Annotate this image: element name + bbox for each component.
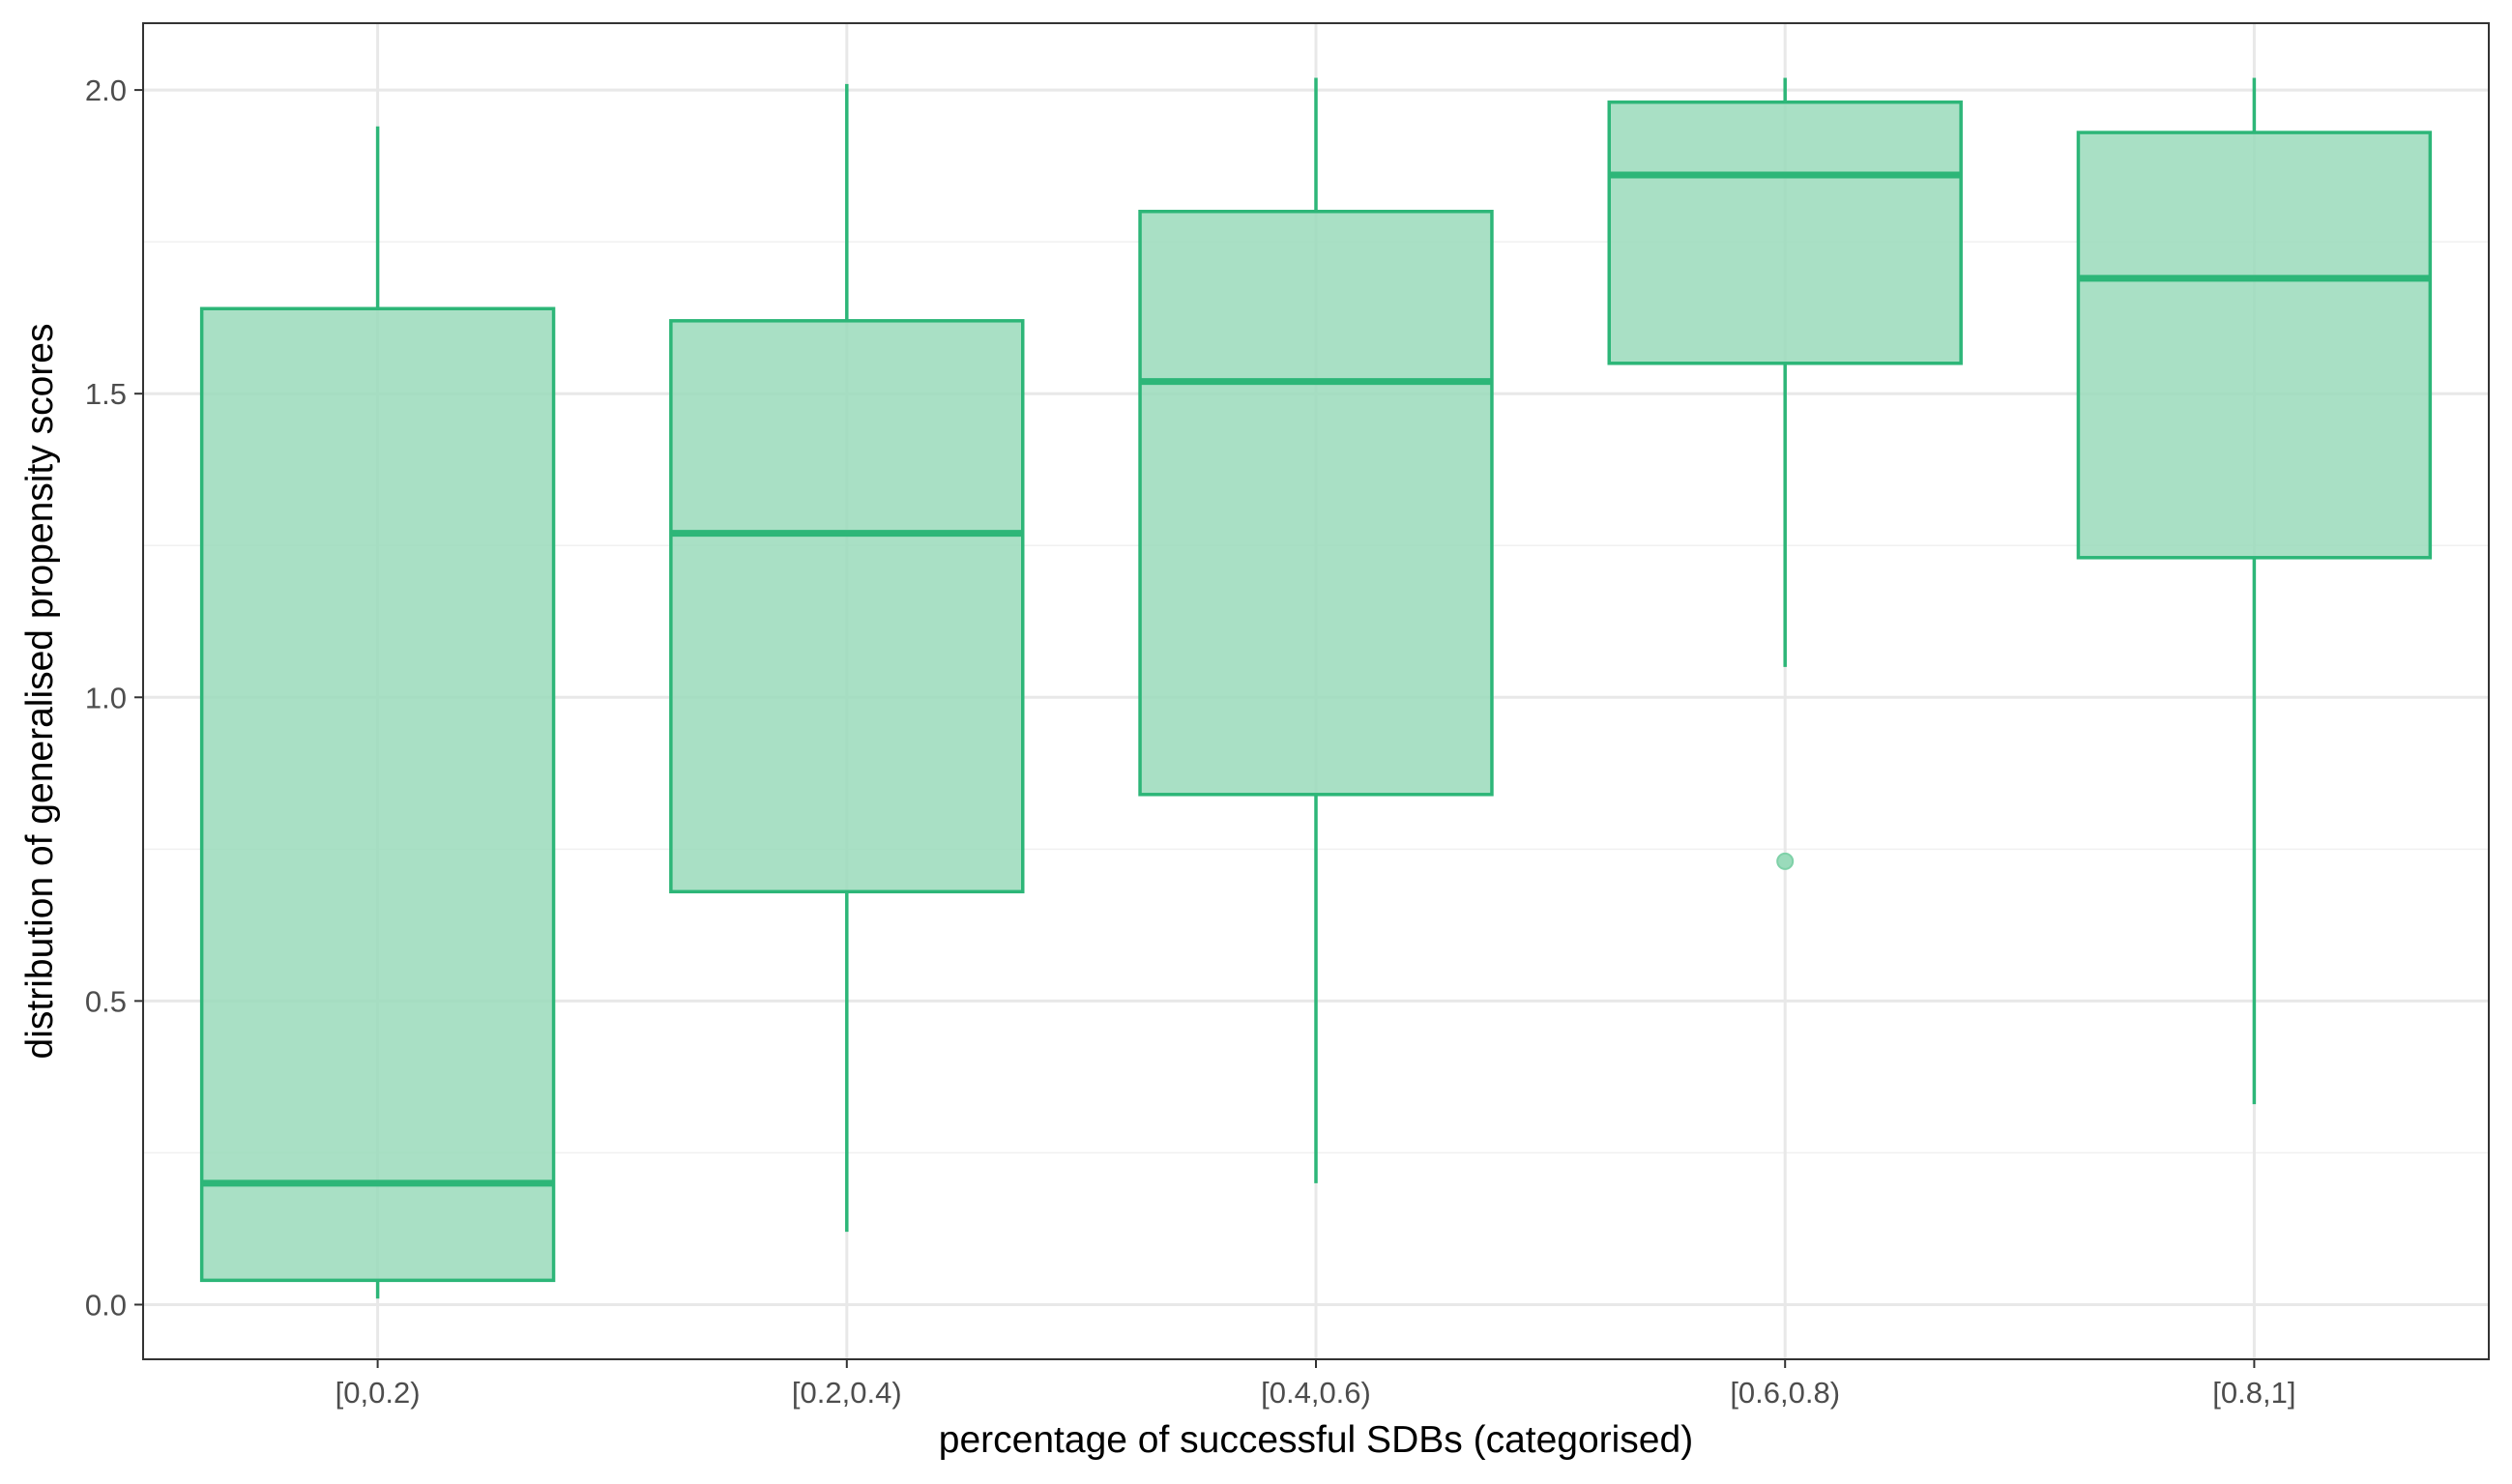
y-axis-title: distribution of generalised propensity s… xyxy=(19,324,61,1060)
box-series xyxy=(199,77,2433,1299)
box-group xyxy=(1607,77,1963,870)
outlier-point xyxy=(1776,852,1795,870)
x-tick-label: [0.4,0.6) xyxy=(1261,1376,1371,1410)
x-tick-label: [0.6,0.8) xyxy=(1730,1376,1840,1410)
y-axis: 0.0 0.5 1.0 1.5 2.0 xyxy=(85,73,143,1322)
box xyxy=(669,319,1025,894)
y-tick-label: 2.0 xyxy=(85,73,127,107)
box-group xyxy=(1138,77,1494,1183)
y-tick-label: 0.0 xyxy=(85,1288,127,1322)
y-tick-label: 1.5 xyxy=(85,377,127,411)
box-group xyxy=(669,83,1025,1233)
box xyxy=(2076,131,2433,560)
box xyxy=(1138,209,1494,797)
box-group xyxy=(2076,77,2433,1105)
y-tick-label: 0.5 xyxy=(85,984,127,1018)
x-tick-label: [0.2,0.4) xyxy=(792,1376,902,1410)
box xyxy=(1607,100,1963,365)
x-axis: [0,0.2) [0.2,0.4) [0.4,0.6) [0.6,0.8) [0.8,1… xyxy=(336,1359,2295,1410)
x-axis-title: percentage of successful SDBs (categoris… xyxy=(939,1419,1693,1461)
box xyxy=(199,306,556,1283)
y-tick-label: 1.0 xyxy=(85,681,127,714)
x-tick-label: [0,0.2) xyxy=(336,1376,421,1410)
box-group xyxy=(199,126,556,1299)
x-tick-label: [0.8,1] xyxy=(2212,1376,2295,1410)
